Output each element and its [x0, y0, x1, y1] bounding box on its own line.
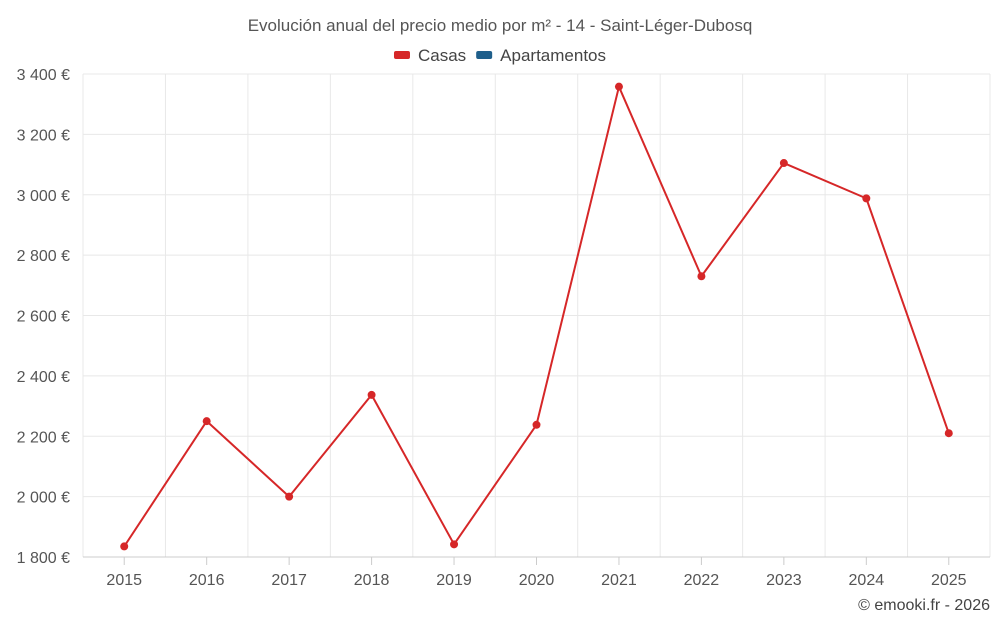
- data-point[interactable]: [614, 82, 623, 91]
- data-point[interactable]: [202, 417, 211, 426]
- y-tick-label: 2 000 €: [17, 490, 70, 507]
- data-point[interactable]: [532, 420, 541, 429]
- data-point[interactable]: [450, 540, 459, 549]
- data-point[interactable]: [779, 159, 788, 168]
- legend: Casas Apartamentos: [393, 46, 606, 65]
- data-point[interactable]: [367, 390, 376, 399]
- x-tick-label: 2024: [849, 572, 885, 589]
- legend-swatch[interactable]: [393, 51, 410, 59]
- x-tick-label: 2023: [766, 572, 802, 589]
- x-tick-label: 2021: [601, 572, 637, 589]
- data-point[interactable]: [862, 194, 871, 203]
- data-point[interactable]: [285, 492, 294, 501]
- y-tick-label: 3 400 €: [17, 67, 70, 84]
- series-group: [120, 82, 953, 551]
- x-tick-label: 2020: [519, 572, 555, 589]
- y-tick-label: 1 800 €: [17, 550, 70, 567]
- y-tick-label: 3 200 €: [17, 127, 70, 144]
- y-tick-label: 3 000 €: [17, 188, 70, 205]
- legend-label[interactable]: Apartamentos: [500, 46, 606, 65]
- x-tick-label: 2016: [189, 572, 225, 589]
- x-tick-label: 2017: [271, 572, 307, 589]
- x-tick-label: 2019: [436, 572, 472, 589]
- grid: [82, 73, 991, 558]
- axes: 1 800 € 2 000 € 2 200 € 2 400 € 2 600 € 2 800…: [17, 67, 990, 589]
- credit-text: © emooki.fr - 2026: [858, 597, 990, 614]
- x-tick-label: 2022: [684, 572, 720, 589]
- data-point[interactable]: [120, 542, 129, 551]
- x-tick-label: 2025: [931, 572, 967, 589]
- y-tick-label: 2 600 €: [17, 309, 70, 326]
- x-tick-label: 2018: [354, 572, 390, 589]
- data-point[interactable]: [697, 272, 706, 281]
- y-tick-label: 2 400 €: [17, 369, 70, 386]
- data-point[interactable]: [944, 429, 953, 438]
- x-tick-label: 2015: [106, 572, 142, 589]
- y-tick-label: 2 800 €: [17, 248, 70, 265]
- legend-label[interactable]: Casas: [418, 46, 466, 65]
- legend-swatch[interactable]: [476, 51, 493, 59]
- y-tick-label: 2 200 €: [17, 429, 70, 446]
- chart-title: Evolución anual del precio medio por m² …: [248, 16, 753, 35]
